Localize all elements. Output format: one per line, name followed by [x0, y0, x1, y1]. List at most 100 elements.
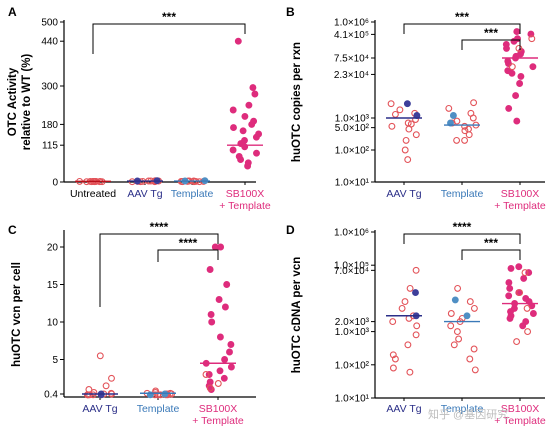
x-category-label: Untreated	[70, 188, 116, 200]
x-category-label: Template	[171, 188, 214, 200]
data-point	[251, 90, 259, 98]
y-tick-label: 1.0×10²	[335, 146, 370, 157]
y-tick-label: 5.0×10²	[335, 123, 370, 134]
data-point	[447, 310, 455, 317]
panel-d: D1.0×10¹1.0×10²1.0×10³2.0×10³7.0×10⁴1.0×…	[286, 220, 546, 427]
x-category-label: + Template	[192, 415, 244, 427]
data-point	[503, 44, 510, 52]
x-category-label: + Template	[494, 200, 546, 212]
data-point	[230, 124, 237, 132]
significance-bracket	[403, 23, 521, 34]
significance-label: ****	[179, 236, 198, 250]
data-point	[505, 292, 513, 300]
data-point	[453, 328, 461, 336]
y-tick-label: 1.0×10¹	[335, 394, 370, 405]
data-point	[89, 391, 97, 399]
significance-bracket	[99, 233, 219, 307]
y-axis-label: huOTC copies per rxn	[291, 42, 303, 162]
data-point	[466, 298, 474, 306]
data-point	[505, 279, 513, 287]
data-point	[237, 156, 245, 164]
data-point	[508, 63, 516, 71]
y-tick-label: 2.3×10⁴	[334, 70, 369, 81]
y-tick-label: 440	[41, 37, 58, 48]
x-category-label: AAV Tg	[82, 403, 117, 415]
y-tick-label: 10	[47, 318, 59, 329]
y-axis-label: huOTC cDNA per vcn	[291, 257, 303, 374]
significance-bracket	[157, 249, 219, 262]
data-point	[249, 84, 257, 92]
data-point	[208, 318, 216, 326]
data-point	[528, 35, 536, 43]
data-point	[406, 368, 414, 376]
data-point	[516, 289, 524, 297]
data-point	[202, 371, 210, 378]
data-point	[447, 322, 455, 330]
y-tick-label: 7.5×10⁴	[334, 53, 369, 64]
data-point	[505, 104, 513, 112]
data-point	[505, 60, 512, 68]
y-tick-label: 4.1×10⁵	[334, 30, 369, 41]
data-point	[216, 367, 224, 375]
y-tick-label: 0.4	[44, 390, 58, 401]
significance-label: ****	[150, 220, 169, 234]
data-point	[108, 374, 115, 382]
data-point	[221, 303, 229, 311]
data-point	[405, 125, 413, 133]
data-point	[513, 117, 521, 125]
x-category-label: + Template	[494, 415, 546, 427]
significance-label: ***	[455, 10, 469, 24]
data-point	[516, 80, 524, 87]
significance-label: ****	[453, 220, 472, 234]
data-point	[401, 146, 409, 154]
x-category-label: Template	[441, 188, 484, 200]
data-point	[521, 269, 529, 277]
data-point	[470, 99, 478, 107]
x-category-label: SB100X	[501, 403, 540, 415]
y-tick-label: 20	[47, 243, 59, 254]
data-point	[207, 311, 215, 318]
data-point	[97, 391, 105, 399]
data-point	[234, 37, 242, 45]
data-point	[206, 266, 214, 273]
data-point	[520, 274, 528, 282]
data-point	[510, 37, 518, 45]
data-point	[206, 384, 214, 392]
y-tick-label: 7.0×10⁴	[334, 266, 369, 277]
data-point	[529, 63, 537, 71]
y-tick-label: 15	[47, 280, 59, 291]
data-point	[403, 100, 411, 108]
data-point	[241, 112, 249, 120]
data-point	[253, 149, 260, 157]
data-point	[226, 348, 233, 356]
data-point	[506, 284, 514, 292]
data-point	[461, 136, 469, 144]
x-category-label: AAV Tg	[127, 188, 162, 200]
data-point	[239, 127, 247, 135]
data-point	[391, 110, 399, 118]
data-point	[515, 263, 523, 271]
data-point	[454, 284, 462, 292]
data-point	[221, 356, 229, 363]
data-point	[214, 380, 222, 387]
x-category-label: Template	[137, 403, 180, 415]
data-point	[211, 243, 219, 251]
data-point	[470, 304, 478, 312]
data-point	[463, 312, 471, 320]
data-point	[507, 264, 515, 272]
significance-bracket	[461, 249, 521, 260]
data-point	[453, 136, 461, 144]
y-tick-label: 1.0×10⁶	[334, 18, 369, 29]
data-point	[508, 69, 516, 77]
data-point	[506, 314, 514, 322]
y-tick-label: 500	[41, 18, 58, 29]
data-point	[519, 322, 527, 330]
data-point	[471, 366, 479, 374]
panel-a: A 0 115 180 300 440 500 OTC Activity relative to…	[7, 5, 271, 212]
data-point	[529, 310, 537, 317]
data-point	[401, 298, 409, 306]
data-point	[96, 352, 104, 360]
data-point	[161, 390, 169, 398]
